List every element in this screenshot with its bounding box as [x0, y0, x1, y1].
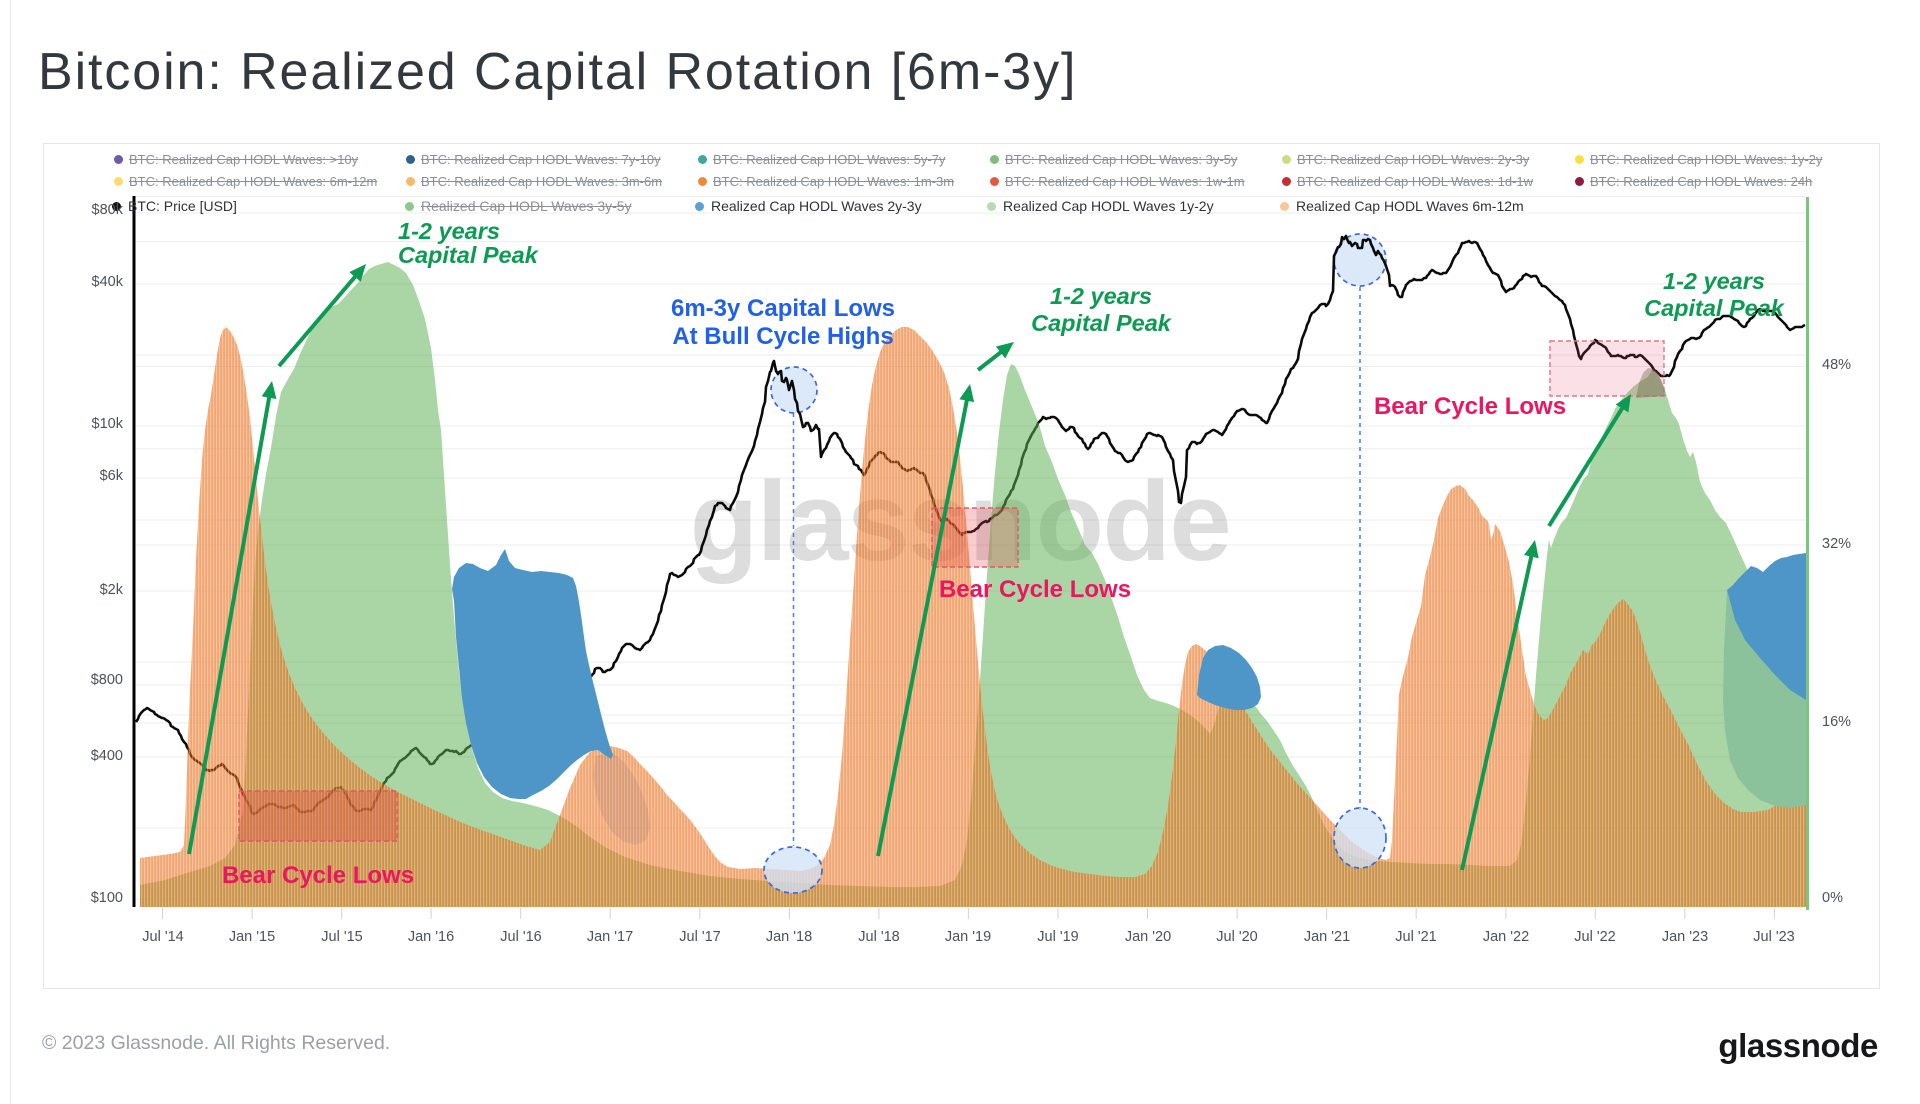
svg-text:Capital Peak: Capital Peak [398, 242, 540, 268]
svg-text:Bear Cycle Lows: Bear Cycle Lows [222, 862, 414, 889]
svg-text:Bear Cycle Lows: Bear Cycle Lows [939, 576, 1131, 603]
svg-text:1-2 years: 1-2 years [1050, 283, 1152, 309]
svg-text:Capital Peak: Capital Peak [1031, 310, 1173, 336]
svg-text:1-2 years: 1-2 years [398, 218, 500, 244]
svg-text:At Bull Cycle Highs: At Bull Cycle Highs [672, 323, 893, 350]
svg-text:1-2 years: 1-2 years [1663, 268, 1765, 294]
svg-text:6m-3y Capital Lows: 6m-3y Capital Lows [671, 295, 895, 322]
svg-text:Bear Cycle Lows: Bear Cycle Lows [1374, 393, 1566, 420]
svg-text:Capital Peak: Capital Peak [1644, 295, 1786, 321]
